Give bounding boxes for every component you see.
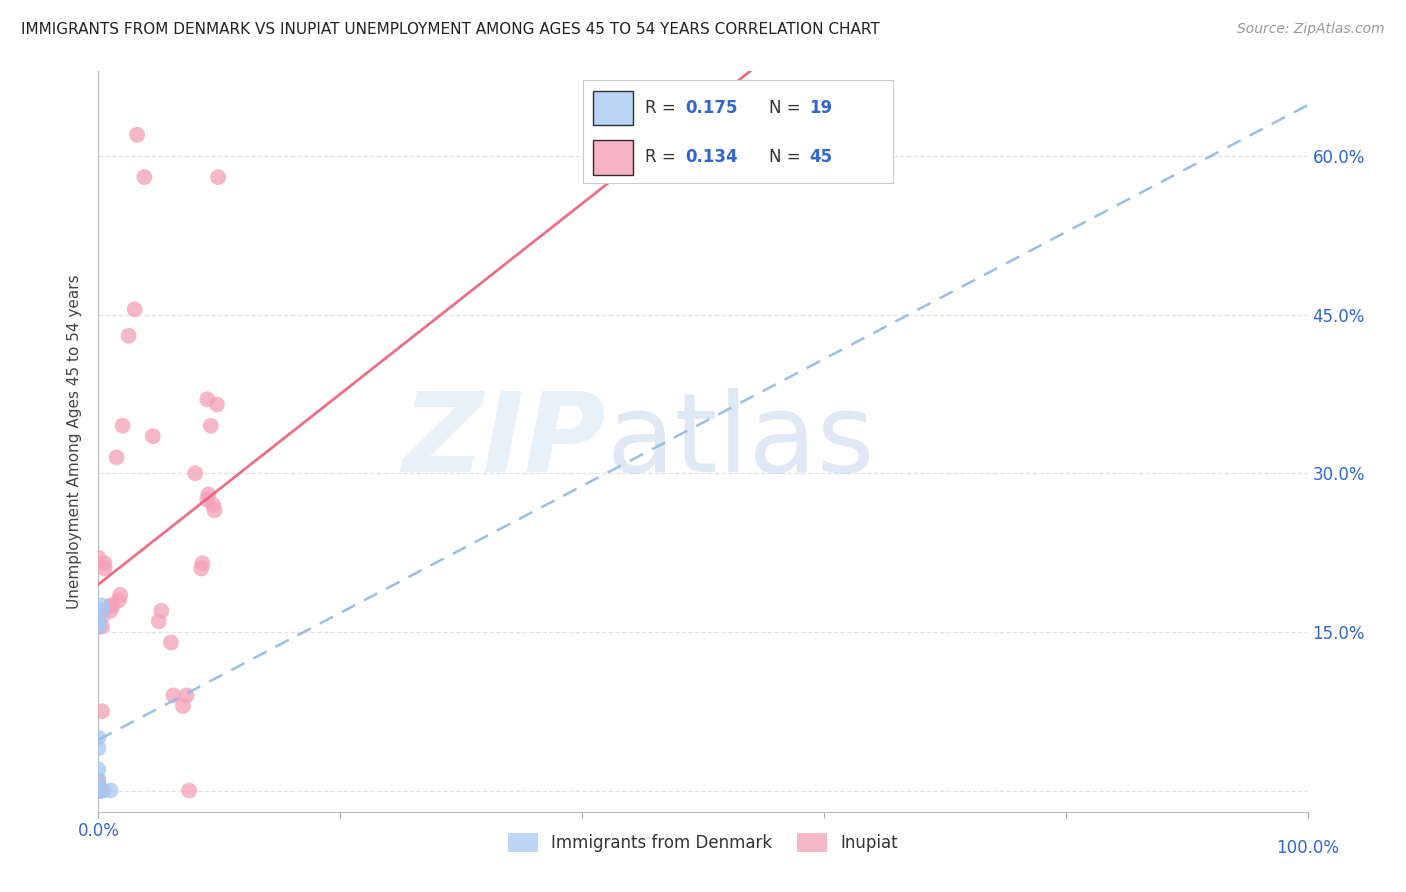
Point bbox=[100, 783, 122, 797]
Point bbox=[87, 778, 110, 792]
Point bbox=[87, 763, 110, 777]
Legend: Immigrants from Denmark, Inupiat: Immigrants from Denmark, Inupiat bbox=[501, 826, 905, 859]
Point bbox=[176, 689, 198, 703]
Point bbox=[87, 615, 110, 629]
FancyBboxPatch shape bbox=[593, 140, 633, 175]
Point bbox=[200, 418, 222, 433]
Point bbox=[162, 689, 184, 703]
Point bbox=[195, 392, 218, 407]
Point bbox=[87, 783, 110, 797]
Point bbox=[87, 772, 110, 787]
Point bbox=[87, 731, 110, 745]
Point bbox=[124, 302, 146, 317]
Point bbox=[142, 429, 165, 443]
Point bbox=[195, 492, 218, 507]
Point bbox=[91, 599, 114, 613]
Point bbox=[87, 783, 110, 797]
Point bbox=[100, 604, 122, 618]
Point bbox=[202, 498, 225, 512]
Point bbox=[87, 772, 110, 787]
Text: ZIP: ZIP bbox=[402, 388, 606, 495]
Text: R =: R = bbox=[645, 99, 682, 117]
Point bbox=[87, 619, 110, 633]
Point bbox=[87, 741, 110, 756]
FancyBboxPatch shape bbox=[593, 91, 633, 126]
Text: IMMIGRANTS FROM DENMARK VS INUPIAT UNEMPLOYMENT AMONG AGES 45 TO 54 YEARS CORREL: IMMIGRANTS FROM DENMARK VS INUPIAT UNEMP… bbox=[21, 22, 880, 37]
Point bbox=[108, 588, 131, 602]
Point bbox=[87, 783, 110, 797]
Point bbox=[87, 619, 110, 633]
Text: 19: 19 bbox=[810, 99, 832, 117]
Point bbox=[87, 550, 110, 565]
Point bbox=[87, 783, 110, 797]
Point bbox=[87, 609, 110, 624]
Point bbox=[93, 561, 115, 575]
Point bbox=[197, 487, 219, 501]
Point bbox=[87, 616, 110, 631]
Point bbox=[148, 615, 170, 629]
Point bbox=[160, 635, 183, 649]
Text: N =: N = bbox=[769, 99, 806, 117]
Point bbox=[101, 599, 124, 613]
Point bbox=[184, 467, 207, 481]
Point bbox=[90, 783, 112, 797]
Point bbox=[93, 556, 115, 570]
Point bbox=[108, 593, 131, 607]
Point bbox=[190, 561, 212, 575]
Text: Source: ZipAtlas.com: Source: ZipAtlas.com bbox=[1237, 22, 1385, 37]
Text: 0.134: 0.134 bbox=[686, 148, 738, 166]
Point bbox=[172, 698, 194, 713]
Point bbox=[87, 783, 110, 797]
Point bbox=[191, 556, 214, 570]
Point bbox=[127, 128, 149, 142]
Point bbox=[87, 783, 110, 797]
Point bbox=[90, 783, 112, 797]
Text: 100.0%: 100.0% bbox=[1277, 839, 1339, 857]
Point bbox=[118, 328, 141, 343]
Point bbox=[100, 599, 122, 613]
Point bbox=[91, 619, 114, 633]
Point bbox=[150, 604, 173, 618]
Point bbox=[205, 398, 228, 412]
Y-axis label: Unemployment Among Ages 45 to 54 years: Unemployment Among Ages 45 to 54 years bbox=[67, 274, 83, 609]
Point bbox=[204, 503, 226, 517]
Text: 45: 45 bbox=[810, 148, 832, 166]
Point bbox=[179, 783, 201, 797]
Point bbox=[91, 783, 114, 797]
Point bbox=[87, 783, 110, 797]
Text: N =: N = bbox=[769, 148, 806, 166]
Text: atlas: atlas bbox=[606, 388, 875, 495]
Point bbox=[91, 604, 114, 618]
Point bbox=[105, 450, 128, 465]
Text: R =: R = bbox=[645, 148, 682, 166]
Point bbox=[87, 783, 110, 797]
Point bbox=[90, 783, 112, 797]
Point bbox=[87, 783, 110, 797]
Point bbox=[111, 418, 134, 433]
Point bbox=[134, 170, 156, 185]
Point bbox=[207, 170, 229, 185]
Text: 0.175: 0.175 bbox=[686, 99, 738, 117]
Point bbox=[91, 609, 114, 624]
Point bbox=[91, 704, 114, 718]
Point bbox=[90, 783, 112, 797]
